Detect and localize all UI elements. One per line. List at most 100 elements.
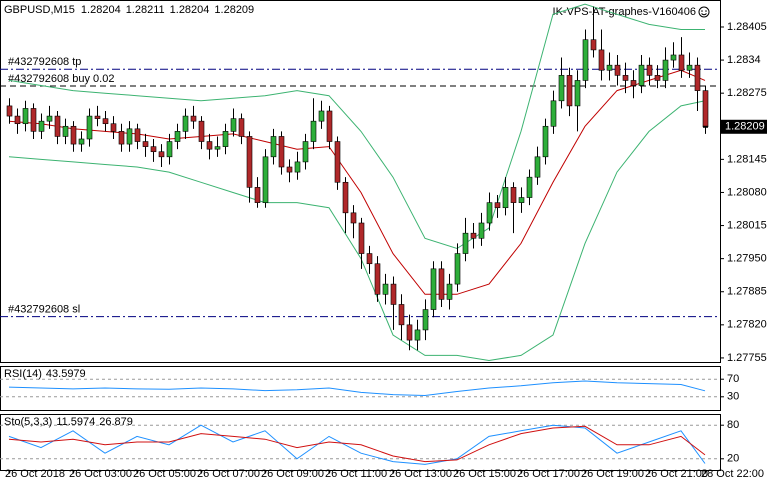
candle-body: [422, 309, 429, 331]
candle-body: [118, 131, 125, 145]
candle-body: [694, 64, 701, 91]
candle-body: [462, 232, 469, 254]
candle-body: [382, 283, 389, 295]
candle-body: [486, 202, 493, 224]
candle-body: [198, 120, 205, 142]
candle-body: [606, 64, 613, 71]
y-tick-label: 1.28015: [727, 219, 767, 231]
candle-body: [342, 181, 349, 214]
candle-body: [334, 141, 341, 183]
x-tick-label: 26 Oct 11:00: [325, 468, 387, 480]
candle-body: [614, 64, 621, 76]
candle-body: [190, 115, 197, 122]
y-tick-label: 80: [727, 419, 739, 431]
x-tick-label: 26 Oct 17:00: [517, 468, 580, 480]
candle-body: [86, 115, 93, 140]
candle-body: [174, 131, 181, 142]
candle-body: [446, 283, 453, 300]
indicator-line: [8, 424, 706, 465]
candle-body: [254, 187, 261, 203]
y-tick-label: 70: [727, 373, 739, 385]
y-tick-label: 20: [727, 453, 739, 465]
candle-body: [318, 110, 325, 122]
candle-body: [582, 39, 589, 81]
candle-body: [598, 49, 605, 71]
candle-body: [94, 115, 101, 119]
candle-body: [22, 108, 29, 125]
x-tick-label: 26 Oct 2018: [5, 468, 65, 480]
candle-body: [166, 141, 173, 158]
candle-body: [430, 268, 437, 310]
candle-body: [238, 118, 245, 137]
price-label-box: [721, 119, 767, 134]
order-label: #432792608 buy 0.02: [8, 73, 114, 85]
y-tick-label: 1.27820: [727, 319, 767, 331]
candle-body: [566, 75, 573, 107]
symbol: GBPUSD,M15: [4, 4, 75, 16]
indicator-line: [8, 3, 705, 250]
candle-body: [398, 304, 405, 326]
candle-body: [646, 64, 653, 76]
candle-body: [126, 128, 133, 145]
candle-body: [326, 110, 333, 142]
candle-body: [414, 329, 421, 341]
order-label: #432792608 tp: [8, 56, 81, 68]
x-tick-label: 26 Oct 09:00: [261, 468, 324, 480]
candle-body: [470, 232, 477, 239]
candle-body: [686, 64, 693, 71]
x-tick-label: 26 Oct 21:00: [645, 468, 708, 480]
candle-body: [366, 253, 373, 265]
x-tick-label: 26 Oct 03:00: [69, 468, 132, 480]
candle-body: [262, 156, 269, 203]
candle-body: [6, 105, 13, 117]
y-tick-label: 1.28080: [727, 186, 767, 198]
candle-body: [502, 187, 509, 209]
candle-body: [550, 100, 557, 127]
candle-body: [78, 138, 85, 145]
candle-body: [478, 222, 485, 239]
y-tick-label: 30: [727, 391, 739, 403]
candle-body: [30, 108, 37, 132]
x-tick-label: 26 Oct 13:00: [389, 468, 452, 480]
candle-body: [270, 136, 277, 158]
indicator-line: [8, 380, 706, 397]
candle-body: [534, 156, 541, 178]
candle-body: [102, 118, 109, 125]
panel-frame: [0, 0, 721, 363]
y-tick-label: 1.2834: [727, 54, 761, 66]
candle-body: [230, 118, 237, 132]
y-tick-label: 1.28145: [727, 153, 767, 165]
x-tick-label: 26 Oct 07:00: [197, 468, 260, 480]
ohlc-value: 1.28211: [126, 4, 165, 16]
candle-body: [670, 54, 677, 61]
candle-body: [678, 54, 685, 71]
y-tick-label: 1.27950: [727, 253, 767, 265]
candle-body: [654, 75, 661, 81]
ohlc-value: 1.28209: [214, 4, 254, 16]
candle-body: [438, 268, 445, 300]
panel-frame: [0, 366, 721, 411]
indicator-title: RSI(14): [4, 368, 42, 380]
candle-body: [638, 64, 645, 86]
candle-body: [286, 166, 293, 173]
candle-body: [142, 141, 149, 147]
candle-body: [158, 151, 165, 158]
x-tick-label: 26 Oct 15:00: [453, 468, 516, 480]
y-tick-label: 1.28275: [727, 87, 767, 99]
candle-body: [38, 120, 45, 132]
candle-body: [406, 324, 413, 341]
y-tick-label: 1.27885: [727, 286, 767, 298]
panel-frame: [0, 414, 721, 471]
candle-body: [222, 131, 229, 147]
smiley-icon: [698, 6, 710, 18]
current-price: 1.28209: [725, 121, 765, 133]
candle-body: [510, 187, 517, 203]
candle-body: [294, 161, 301, 173]
x-tick-label: 26 Oct 05:00: [133, 468, 196, 480]
indicator-line: [8, 425, 706, 463]
y-tick-label: 1.27755: [727, 352, 767, 364]
candle-body: [454, 253, 461, 285]
